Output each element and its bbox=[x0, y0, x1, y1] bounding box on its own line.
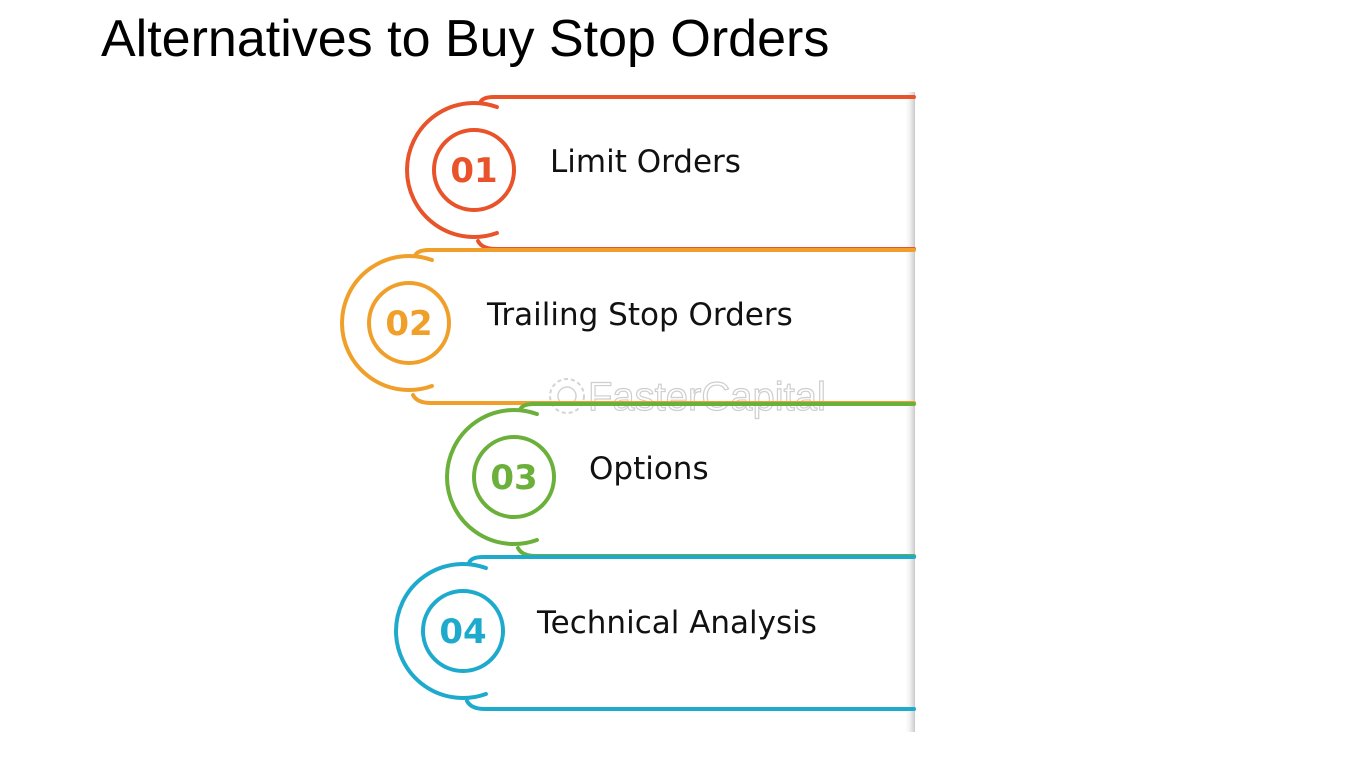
step-number: 01 bbox=[450, 151, 497, 191]
watermark-gear-icon bbox=[550, 379, 584, 413]
step-bottom-bar bbox=[478, 241, 914, 249]
step-bottom-bar bbox=[467, 701, 914, 709]
step-label: Limit Orders bbox=[550, 144, 741, 180]
step-label: Options bbox=[589, 451, 709, 487]
watermark-text: FasterCapital bbox=[588, 375, 826, 419]
edge-shadow bbox=[904, 92, 915, 732]
step-number: 02 bbox=[385, 304, 432, 344]
step-number: 04 bbox=[439, 612, 486, 652]
step-label: Trailing Stop Orders bbox=[486, 297, 793, 333]
step-top-bar bbox=[415, 250, 914, 256]
step-1: 01 Limit Orders bbox=[407, 97, 914, 249]
step-top-bar bbox=[469, 557, 914, 563]
step-number: 03 bbox=[490, 458, 537, 498]
step-3: 03 Options bbox=[447, 404, 914, 556]
watermark: FasterCapital bbox=[550, 375, 826, 419]
step-label: Technical Analysis bbox=[536, 605, 817, 641]
step-bottom-bar bbox=[518, 548, 914, 556]
step-4: 04 Technical Analysis bbox=[396, 557, 914, 709]
step-top-bar bbox=[480, 97, 914, 103]
